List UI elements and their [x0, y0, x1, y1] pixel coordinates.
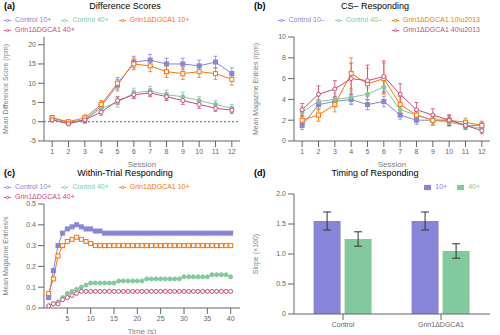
svg-text:3: 3	[333, 148, 337, 155]
svg-text:0: 0	[282, 137, 286, 144]
html-text:Grin1ΔDGCA1 40+: Grin1ΔDGCA1 40+	[15, 193, 75, 200]
svg-text:4: 4	[349, 148, 353, 155]
svg-text:20: 20	[133, 315, 141, 322]
svg-text:6: 6	[382, 148, 386, 155]
svg-text:6: 6	[282, 75, 286, 82]
svg-text:0.1: 0.1	[26, 284, 36, 291]
svg-text:Mean Difference Score (rpm): Mean Difference Score (rpm)	[8, 44, 10, 134]
svg-text:11: 11	[462, 148, 469, 155]
svg-text:20: 20	[28, 41, 36, 48]
html-text:Control 40+: Control 40+	[72, 16, 109, 23]
svg-text:5: 5	[32, 99, 36, 106]
svg-text:2: 2	[67, 148, 71, 155]
svg-text:Slope (×100): Slope (×100)	[252, 234, 260, 274]
svg-text:10: 10	[445, 148, 453, 155]
svg-text:12: 12	[228, 148, 236, 155]
svg-text:8: 8	[415, 148, 419, 155]
svg-text:Mean Magazine Entries/s: Mean Magazine Entries/s	[8, 216, 10, 295]
html-text:Within-Trial Responding: Within-Trial Responding	[77, 168, 173, 178]
svg-text:Time (s): Time (s)	[127, 327, 156, 334]
svg-text:0.4: 0.4	[26, 221, 36, 228]
svg-text:0.3: 0.3	[26, 242, 36, 249]
html-text:Grin1ΔDGCA1 10+: Grin1ΔDGCA1 10+	[129, 16, 190, 23]
svg-text:Session: Session	[128, 160, 156, 167]
html-text:(d): (d)	[254, 168, 266, 178]
svg-text:1.0: 1.0	[276, 250, 286, 257]
svg-text:0: 0	[32, 118, 36, 125]
html-text:(c): (c)	[4, 168, 15, 178]
svg-text:Control: Control	[332, 321, 355, 328]
svg-text:5: 5	[65, 315, 69, 322]
svg-text:10: 10	[87, 315, 95, 322]
svg-text:1: 1	[300, 148, 304, 155]
html-text:Grin1ΔDGCA1 10\u2013: Grin1ΔDGCA1 10\u2013	[402, 16, 480, 23]
svg-text:1.5: 1.5	[276, 220, 286, 227]
svg-text:6: 6	[132, 148, 136, 155]
html-text:Control 40+: Control 40+	[72, 183, 109, 190]
svg-text:Session: Session	[378, 160, 406, 167]
svg-text:15: 15	[110, 315, 118, 322]
html-text:Control 10–: Control 10–	[288, 16, 325, 23]
svg-text:Mean Magazine Entries (rpm): Mean Magazine Entries (rpm)	[252, 43, 260, 135]
html-text:Control 10+: Control 10+	[15, 183, 52, 190]
svg-text:8: 8	[165, 148, 169, 155]
svg-text:9: 9	[181, 148, 185, 155]
svg-text:5: 5	[366, 148, 370, 155]
svg-text:40: 40	[227, 315, 235, 322]
svg-text:1: 1	[50, 148, 54, 155]
svg-text:7: 7	[398, 148, 402, 155]
svg-text:4: 4	[99, 148, 103, 155]
svg-text:10: 10	[195, 148, 203, 155]
svg-text:7: 7	[148, 148, 152, 155]
html-text:40+: 40+	[468, 183, 480, 190]
svg-text:5: 5	[116, 148, 120, 155]
svg-text:15: 15	[28, 60, 36, 67]
svg-text:4: 4	[282, 96, 286, 103]
svg-text:0: 0	[282, 310, 286, 317]
html-text:Timing of Responding: Timing of Responding	[331, 168, 419, 178]
svg-text:25: 25	[157, 315, 165, 322]
html-text:Grin1ΔDGCA1 40\u2013: Grin1ΔDGCA1 40\u2013	[402, 26, 480, 33]
svg-text:35: 35	[203, 315, 211, 322]
svg-text:30: 30	[180, 315, 188, 322]
svg-text:Grin1ΔDGCA1: Grin1ΔDGCA1	[418, 321, 464, 328]
svg-text:10: 10	[278, 33, 286, 40]
html-text:Grin1ΔDGCA1 10+: Grin1ΔDGCA1 10+	[129, 183, 190, 190]
svg-text:10: 10	[28, 80, 36, 87]
html-text:(a): (a)	[4, 1, 15, 11]
svg-text:0.5: 0.5	[276, 280, 286, 287]
svg-text:-5: -5	[30, 137, 36, 144]
html-text:Control 10+: Control 10+	[15, 16, 52, 23]
svg-text:3: 3	[83, 148, 87, 155]
svg-text:2: 2	[282, 117, 286, 124]
svg-text:2: 2	[317, 148, 321, 155]
html-text:10+: 10+	[435, 183, 448, 190]
html-text:(b): (b)	[254, 1, 266, 11]
html-text:Control 40–: Control 40–	[345, 16, 382, 23]
svg-text:2.0: 2.0	[276, 190, 286, 197]
svg-text:12: 12	[478, 148, 486, 155]
svg-text:0.5: 0.5	[26, 200, 36, 207]
svg-text:11: 11	[212, 148, 219, 155]
svg-text:8: 8	[282, 54, 286, 61]
svg-text:9: 9	[431, 148, 435, 155]
html-text:CS– Responding: CS– Responding	[341, 1, 409, 11]
html-text:Difference Scores: Difference Scores	[89, 1, 161, 11]
html-text:Grin1ΔDGCA1 40+: Grin1ΔDGCA1 40+	[15, 26, 75, 33]
svg-text:0.2: 0.2	[26, 263, 36, 270]
svg-text:0.0: 0.0	[26, 304, 36, 311]
